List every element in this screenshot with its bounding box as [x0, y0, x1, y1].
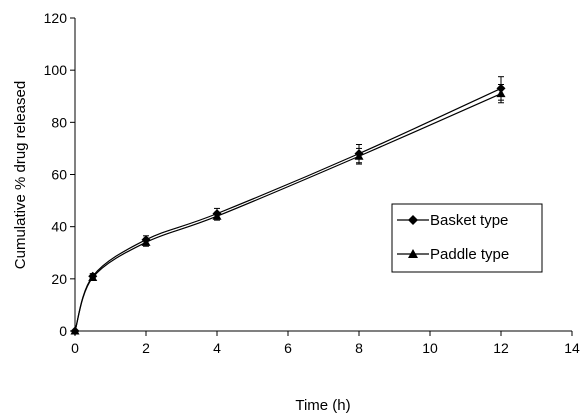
x-tick-label: 0 — [71, 340, 79, 356]
legend-label-basket: Basket type — [430, 212, 508, 229]
data-point-paddle-type — [88, 273, 98, 282]
x-tick-label: 10 — [422, 340, 438, 356]
x-tick-label: 14 — [564, 340, 580, 356]
legend: Basket type Paddle type — [391, 203, 543, 273]
data-point-paddle-type — [354, 151, 364, 160]
x-axis-title: Time (h) — [295, 397, 350, 414]
y-axis-title: Cumulative % drug released — [12, 81, 29, 269]
data-point-paddle-type — [212, 211, 222, 220]
x-tick-label: 8 — [355, 340, 363, 356]
data-point-paddle-type — [496, 89, 506, 98]
series-markers — [70, 83, 506, 336]
data-point-paddle-type — [141, 237, 151, 246]
data-point-basket-type — [496, 83, 506, 93]
axes — [74, 18, 572, 332]
y-tick-label: 60 — [51, 167, 67, 183]
y-tick-label: 120 — [44, 10, 68, 26]
x-tick-label: 12 — [493, 340, 509, 356]
x-tick-label: 4 — [213, 340, 221, 356]
y-tick-label: 40 — [51, 219, 67, 235]
legend-marker-basket — [408, 215, 418, 225]
x-tick-label: 2 — [142, 340, 150, 356]
legend-box — [391, 203, 543, 273]
y-tick-label: 80 — [51, 114, 67, 130]
legend-label-paddle: Paddle type — [430, 246, 509, 263]
y-tick-label: 20 — [51, 271, 67, 287]
legend-marker-paddle — [408, 249, 418, 258]
x-tick-label: 6 — [284, 340, 292, 356]
axis-ticks: 0 2 4 6 8 10 12 14 0 20 40 60 80 100 120 — [44, 10, 580, 356]
y-tick-label: 0 — [59, 323, 67, 339]
y-tick-label: 100 — [44, 62, 68, 78]
data-point-paddle-type — [70, 326, 80, 335]
